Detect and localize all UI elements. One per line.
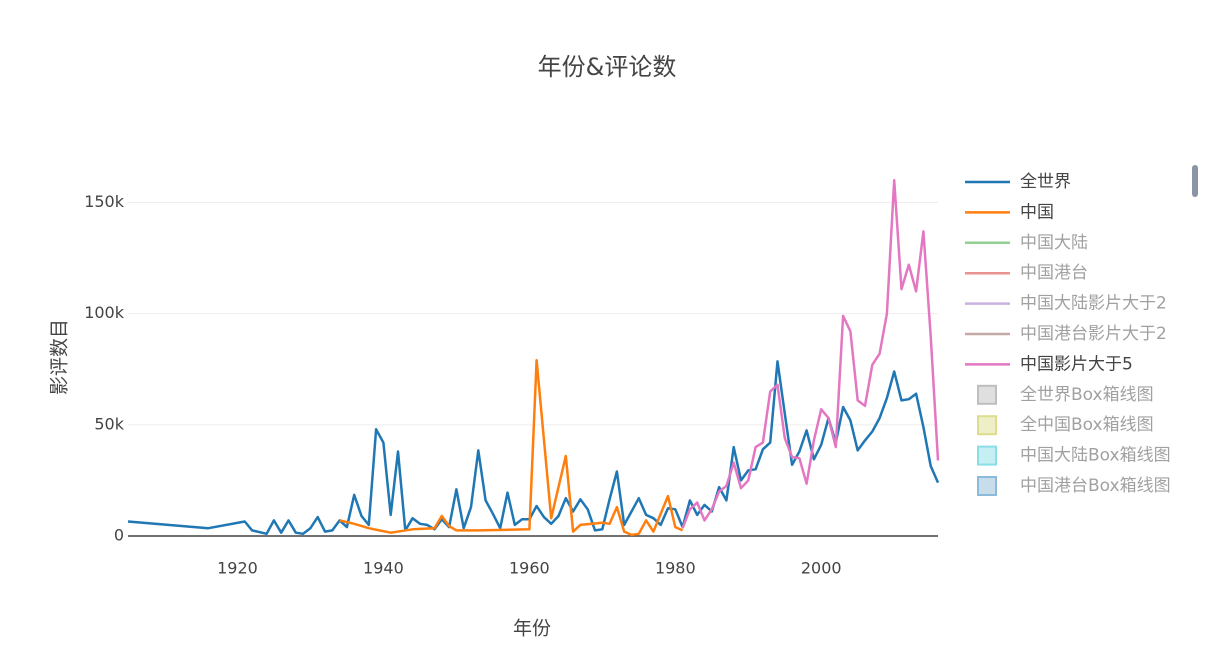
legend-swatch bbox=[977, 445, 997, 466]
legend-label: 中国 bbox=[1020, 202, 1054, 222]
legend-label: 全中国Box箱线图 bbox=[1020, 415, 1154, 435]
legend-label: 中国大陆 bbox=[1020, 233, 1088, 253]
legend-label: 中国影片大于5 bbox=[1020, 354, 1133, 374]
legend-label: 中国港台 bbox=[1020, 263, 1088, 283]
series-line bbox=[127, 360, 940, 536]
y-tick-label: 0 bbox=[114, 526, 124, 545]
legend-label: 中国港台Box箱线图 bbox=[1020, 476, 1171, 496]
x-tick-label: 1920 bbox=[217, 559, 258, 578]
y-tick-label: 150k bbox=[84, 192, 125, 211]
legend-item[interactable]: 中国港台 bbox=[965, 263, 1088, 283]
legend-item[interactable]: 中国影片大于5 bbox=[965, 354, 1133, 374]
legend-item[interactable]: 中国 bbox=[965, 202, 1054, 222]
legend-item[interactable]: 中国大陆影片大于2 bbox=[965, 294, 1167, 314]
x-tick-label: 1960 bbox=[509, 559, 550, 578]
x-axis-title: 年份 bbox=[513, 618, 551, 640]
legend-swatch bbox=[977, 415, 997, 436]
legend-swatch bbox=[977, 384, 997, 405]
legend-label: 中国大陆Box箱线图 bbox=[1020, 446, 1171, 466]
legend-swatch bbox=[977, 476, 997, 496]
legend-item[interactable]: 全世界Box箱线图 bbox=[977, 384, 1154, 405]
legend-item[interactable]: 中国大陆 bbox=[965, 233, 1088, 253]
y-tick-label: 100k bbox=[84, 303, 125, 322]
chart-title: 年份&评论数 bbox=[538, 53, 677, 81]
legend-label: 全世界 bbox=[1020, 172, 1071, 192]
legend-item[interactable]: 中国大陆Box箱线图 bbox=[977, 445, 1171, 466]
y-tick-label: 50k bbox=[94, 414, 124, 433]
series-line bbox=[339, 359, 684, 537]
x-tick-label: 1940 bbox=[363, 559, 404, 578]
legend-item[interactable]: 全中国Box箱线图 bbox=[977, 415, 1154, 436]
legend-item[interactable]: 全世界 bbox=[965, 172, 1071, 192]
legend-label: 全世界Box箱线图 bbox=[1020, 385, 1154, 405]
legend-item[interactable]: 中国港台Box箱线图 bbox=[977, 476, 1171, 496]
series-line bbox=[681, 178, 940, 529]
y-axis-title: 影评数目 bbox=[49, 319, 71, 395]
legend-item[interactable]: 中国港台影片大于2 bbox=[965, 324, 1167, 344]
legend-label: 中国大陆影片大于2 bbox=[1020, 294, 1167, 314]
legend-scrollbar[interactable] bbox=[1192, 165, 1198, 197]
x-tick-label: 2000 bbox=[801, 559, 842, 578]
legend-label: 中国港台影片大于2 bbox=[1020, 324, 1167, 344]
x-tick-label: 1980 bbox=[655, 559, 696, 578]
